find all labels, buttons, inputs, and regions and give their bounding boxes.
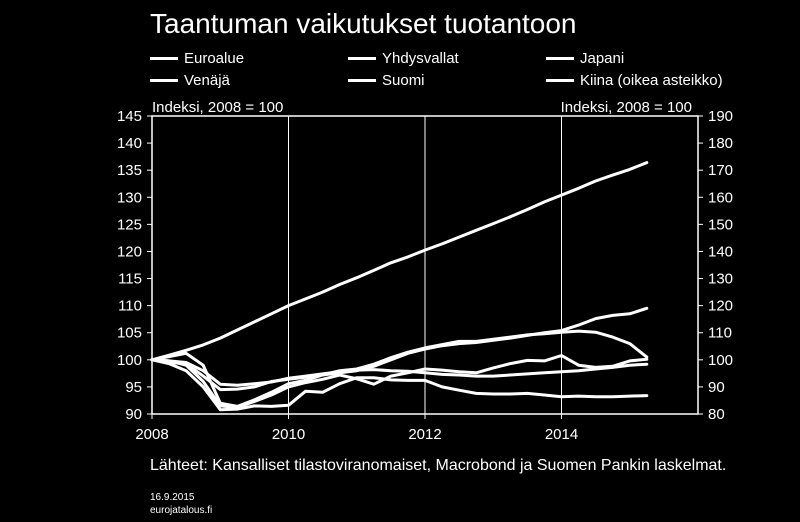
legend-label: Suomi bbox=[382, 72, 425, 89]
legend-item-japani: Japani bbox=[546, 50, 624, 67]
y-right-tick-label: 130 bbox=[708, 271, 733, 288]
legend-label: Yhdysvallat bbox=[382, 50, 459, 67]
legend-item-euroalue: Euroalue bbox=[150, 50, 244, 67]
y-left-tick-label: 115 bbox=[118, 271, 142, 288]
legend-item-venaja: Venäjä bbox=[150, 72, 230, 89]
y-right-tick-label: 120 bbox=[708, 298, 733, 315]
y-left-tick-label: 140 bbox=[117, 135, 142, 152]
chart-title: Taantuman vaikutukset tuotantoon bbox=[150, 8, 577, 39]
legend-item-yhdysvallat: Yhdysvallat bbox=[348, 50, 459, 67]
y-right-tick-label: 80 bbox=[708, 406, 725, 423]
y-right-tick-label: 160 bbox=[708, 189, 733, 206]
left-axis-unit: Indeksi, 2008 = 100 bbox=[152, 99, 284, 116]
source-note: Lähteet: Kansalliset tilastoviranomaiset… bbox=[150, 457, 727, 474]
y-right-tick-label: 140 bbox=[708, 243, 733, 260]
publish-date: 16.9.2015 bbox=[150, 492, 195, 503]
legend-item-kiina: Kiina (oikea asteikko) bbox=[546, 72, 723, 89]
right-axis-unit: Indeksi, 2008 = 100 bbox=[560, 99, 692, 116]
legend-label: Kiina (oikea asteikko) bbox=[580, 72, 723, 89]
legend-item-suomi: Suomi bbox=[348, 72, 425, 89]
series-line-0 bbox=[150, 358, 649, 387]
x-tick-label: 2010 bbox=[272, 426, 305, 443]
y-right-tick-label: 170 bbox=[708, 162, 733, 179]
y-left-tick-label: 120 bbox=[117, 243, 142, 260]
legend-swatch bbox=[150, 79, 178, 82]
y-left-tick-label: 145 bbox=[117, 108, 142, 125]
x-tick-label: 2014 bbox=[545, 426, 578, 443]
series-line-3 bbox=[150, 329, 649, 408]
y-left-tick-label: 105 bbox=[117, 325, 142, 342]
y-left-tick-label: 130 bbox=[117, 189, 142, 206]
legend-swatch bbox=[546, 57, 574, 60]
x-tick-label: 2012 bbox=[408, 426, 441, 443]
y-left-tick-label: 90 bbox=[125, 406, 142, 423]
y-right-tick-label: 90 bbox=[708, 379, 725, 396]
y-left-tick-label: 100 bbox=[117, 352, 142, 369]
legend-swatch bbox=[348, 57, 376, 60]
y-left-tick-label: 95 bbox=[125, 379, 142, 396]
legend-label: Japani bbox=[580, 50, 625, 67]
legend-label: Euroalue bbox=[184, 50, 245, 67]
series-line-5 bbox=[150, 161, 649, 362]
legend-swatch bbox=[546, 79, 574, 82]
x-tick-label: 2008 bbox=[135, 426, 168, 443]
series-line-4 bbox=[150, 358, 649, 412]
site-name: eurojatalous.fi bbox=[150, 505, 213, 516]
series-line-1 bbox=[150, 306, 649, 392]
y-right-tick-label: 190 bbox=[708, 108, 733, 125]
y-right-tick-label: 180 bbox=[708, 135, 733, 152]
y-left-tick-label: 110 bbox=[118, 298, 142, 315]
y-right-tick-label: 100 bbox=[708, 352, 733, 369]
y-right-tick-label: 150 bbox=[708, 216, 733, 233]
legend-swatch bbox=[348, 79, 376, 82]
y-left-tick-label: 135 bbox=[117, 162, 142, 179]
legend-label: Venäjä bbox=[184, 72, 230, 89]
y-right-tick-label: 110 bbox=[708, 325, 732, 342]
y-left-tick-label: 125 bbox=[117, 216, 142, 233]
legend-swatch bbox=[150, 57, 178, 60]
